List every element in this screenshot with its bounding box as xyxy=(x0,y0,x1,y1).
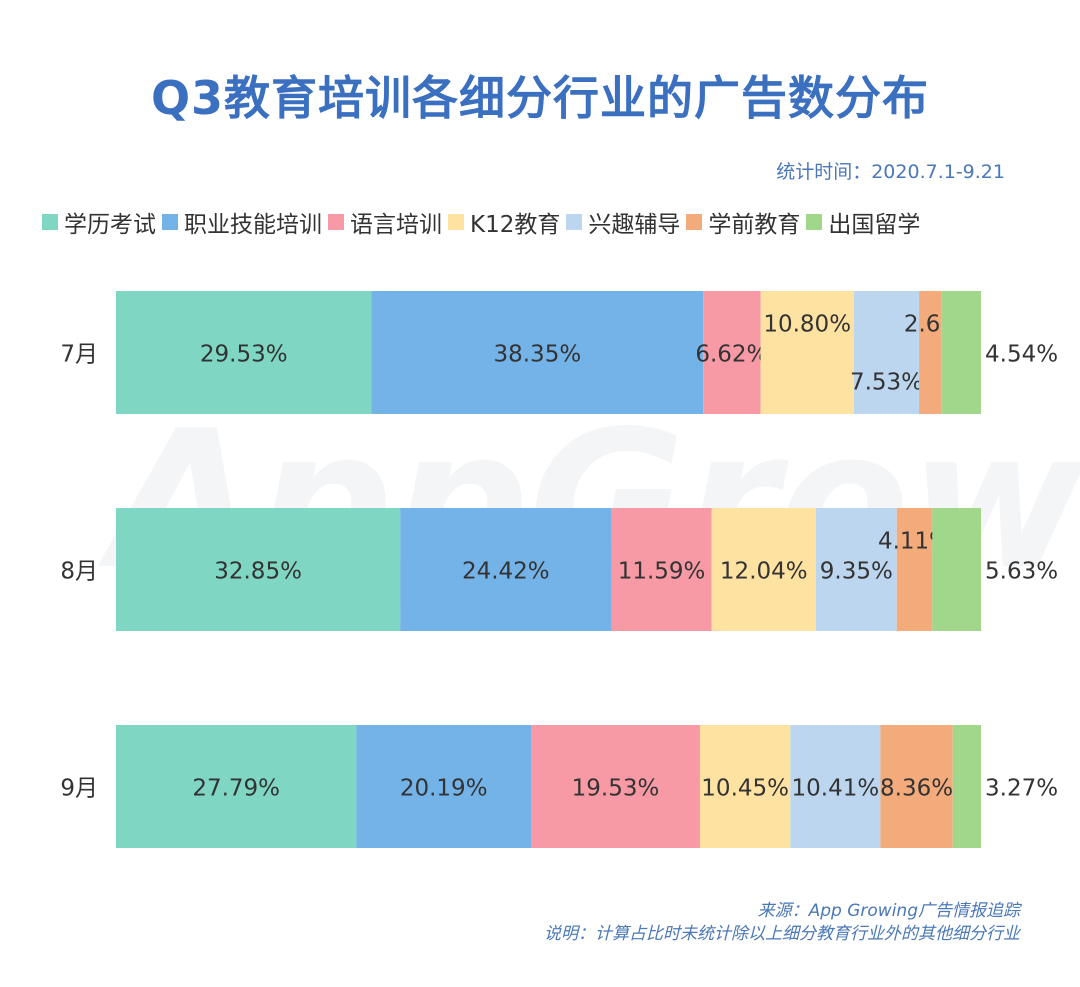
category-label: 8月 xyxy=(60,559,98,585)
bar-segment xyxy=(400,508,612,631)
data-label: 10.41% xyxy=(792,776,880,802)
legend-label: 学前教育 xyxy=(708,212,801,238)
bar-segment xyxy=(919,291,942,414)
bar-segment xyxy=(116,291,372,414)
data-label: 11.59% xyxy=(618,559,706,585)
bar-segment xyxy=(853,291,920,414)
category-label: 9月 xyxy=(60,776,98,802)
bar-segment xyxy=(896,508,933,631)
legend-item: 学历考试 xyxy=(42,205,156,239)
legend-item: 语言培训 xyxy=(328,205,442,239)
data-label: 24.42% xyxy=(462,559,550,585)
legend-swatch xyxy=(328,214,344,230)
legend-item: 兴趣辅导 xyxy=(566,205,680,239)
bar-segment xyxy=(371,291,704,414)
legend-item: 学前教育 xyxy=(686,205,800,239)
bar-segment xyxy=(116,725,357,848)
chart-title: Q3教育培训各细分行业的广告数分布 xyxy=(150,71,930,125)
data-label: 32.85% xyxy=(214,559,302,585)
data-label: 29.53% xyxy=(200,342,288,368)
legend-label: 兴趣辅导 xyxy=(588,212,681,238)
data-label: 5.63% xyxy=(985,559,1058,585)
note-line: 说明：计算占比时未统计除以上细分教育行业外的其他细分行业 xyxy=(544,924,1020,944)
bar-segment xyxy=(611,508,712,631)
data-label: 4.54% xyxy=(985,342,1058,368)
legend-swatch xyxy=(448,214,464,230)
data-label: 12.04% xyxy=(720,559,808,585)
bar-segment xyxy=(932,508,981,631)
bar-segment xyxy=(790,725,881,848)
source-note: 来源：App Growing广告情报追踪 说明：计算占比时未统计除以上细分教育行… xyxy=(544,900,1020,946)
bar-segment xyxy=(941,291,981,414)
data-label: 27.79% xyxy=(192,776,280,802)
bar-segment xyxy=(699,725,791,848)
legend-item: 职业技能培训 xyxy=(162,205,322,239)
bar-segment xyxy=(116,508,401,631)
bar-segment xyxy=(952,725,981,848)
legend-label: 语言培训 xyxy=(350,212,442,238)
legend-swatch xyxy=(42,214,58,230)
data-label: 9.35% xyxy=(820,559,893,585)
data-label: 6.62% xyxy=(695,342,768,368)
bar-segment xyxy=(815,508,897,631)
legend-swatch xyxy=(686,214,703,230)
legend-swatch xyxy=(806,214,823,230)
legend-label: 职业技能培训 xyxy=(184,212,322,238)
data-label: 10.45% xyxy=(701,776,789,802)
category-label: 7月 xyxy=(60,342,98,368)
data-label: 20.19% xyxy=(400,776,488,802)
legend-item: 出国留学 xyxy=(806,205,920,239)
legend-label: 学历考试 xyxy=(64,212,156,238)
bar-segment xyxy=(880,725,953,848)
source-line: 来源：App Growing广告情报追踪 xyxy=(757,901,1020,921)
data-label: 38.35% xyxy=(493,342,581,368)
data-label: 10.80% xyxy=(763,312,851,338)
legend-swatch xyxy=(162,214,178,230)
legend-label: K12教育 xyxy=(470,212,561,238)
bar-segment xyxy=(531,725,700,848)
chart-subtitle: 统计时间：2020.7.1-9.21 xyxy=(776,161,1005,183)
legend-swatch xyxy=(566,214,583,230)
bar-segment xyxy=(356,725,532,848)
legend-label: 出国留学 xyxy=(828,212,921,238)
legend-item: K12教育 xyxy=(448,205,560,239)
bar-segment xyxy=(711,508,816,631)
bar-segment xyxy=(703,291,761,414)
data-label: 8.36% xyxy=(880,776,953,802)
data-label: 19.53% xyxy=(572,776,660,802)
bar-segment xyxy=(760,291,854,414)
data-label: 3.27% xyxy=(985,776,1058,802)
chart-legend: 学历考试 职业技能培训 语言培训 K12教育 兴趣辅导 学前教育 出国留学 xyxy=(42,205,926,239)
data-label: 7.53% xyxy=(850,370,923,396)
